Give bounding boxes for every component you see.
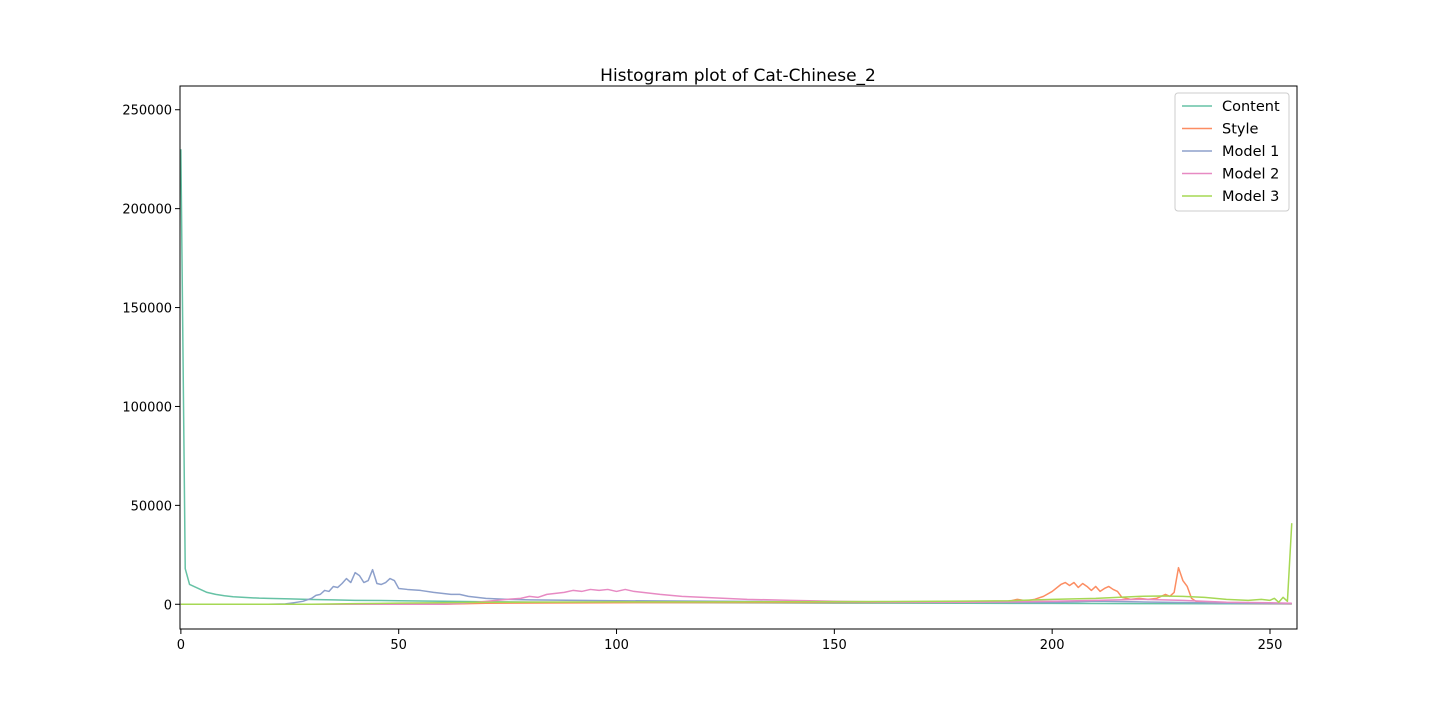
x-axis: 0 50 100 150 200 250 (177, 629, 1283, 653)
y-tick-label: 0 (164, 598, 172, 613)
x-tick-label: 150 (822, 638, 847, 653)
series-line-3 (180, 568, 1292, 606)
plot-area (180, 149, 1293, 606)
y-tick-label: 150000 (122, 302, 172, 317)
legend-label-2: Style (1222, 122, 1258, 138)
y-tick-label: 200000 (122, 203, 172, 218)
series-line-5 (180, 523, 1293, 606)
series-line-2 (180, 566, 1292, 606)
legend-box (1174, 92, 1290, 212)
y-axis: 0 50000 100000 150000 200000 250000 (122, 104, 180, 613)
legend-label-3: Model 1 (1222, 144, 1279, 160)
axes-frame (179, 85, 1298, 630)
legend: Content Style Model 1 Model 2 Model 3 (1174, 92, 1290, 212)
legend-label-5: Model 3 (1222, 189, 1279, 205)
legend-label-1: Content (1222, 99, 1280, 115)
legend-label-4: Model 2 (1222, 167, 1279, 183)
x-tick-label: 200 (1040, 638, 1065, 653)
x-tick-label: 0 (177, 638, 185, 653)
y-tick-label: 100000 (122, 400, 172, 415)
x-tick-label: 100 (604, 638, 629, 653)
x-tick-label: 250 (1258, 638, 1283, 653)
x-tick-label: 50 (390, 638, 407, 653)
series-line-1 (180, 149, 1292, 605)
y-tick-label: 50000 (131, 499, 172, 514)
series-line-4 (180, 588, 1292, 606)
y-tick-label: 250000 (122, 104, 172, 119)
chart-title: Histogram plot of Cat-Chinese_2 (600, 66, 876, 86)
